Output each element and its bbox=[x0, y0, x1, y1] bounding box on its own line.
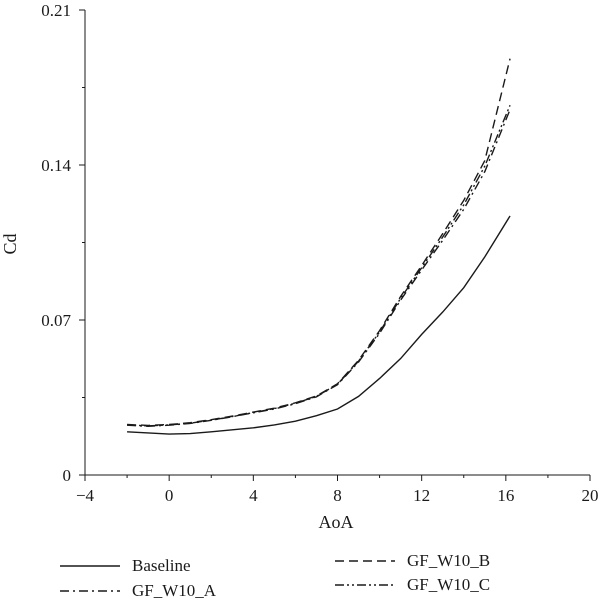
x-tick-label: 16 bbox=[497, 486, 514, 505]
y-tick-label: 0.21 bbox=[41, 1, 71, 20]
x-tick-label: 8 bbox=[333, 486, 342, 505]
y-tick-label: 0.07 bbox=[41, 311, 71, 330]
legend-label-gf-w10-c: GF_W10_C bbox=[407, 575, 490, 594]
legend: Baseline GF_W10_A GF_W10_B GF_W10_C bbox=[60, 551, 490, 600]
y-tick-label: 0.14 bbox=[41, 156, 71, 175]
series-line-gf-w10-a bbox=[127, 109, 511, 427]
series-line-gf-w10-c bbox=[127, 104, 511, 427]
x-tick-label: 12 bbox=[413, 486, 430, 505]
legend-label-gf-w10-a: GF_W10_A bbox=[132, 581, 217, 600]
x-tick-label: 4 bbox=[249, 486, 258, 505]
x-axis-title: AoA bbox=[319, 512, 354, 532]
series-line-gf-w10-b bbox=[127, 58, 511, 427]
plot-lines bbox=[127, 58, 511, 435]
x-tick-label: 0 bbox=[165, 486, 174, 505]
legend-label-gf-w10-b: GF_W10_B bbox=[407, 551, 490, 570]
x-tick-label: −4 bbox=[76, 486, 95, 505]
y-tick-label: 0 bbox=[63, 466, 72, 485]
series-line-baseline bbox=[127, 215, 511, 435]
y-axis-title: Cd bbox=[0, 233, 20, 254]
legend-label-baseline: Baseline bbox=[132, 556, 191, 575]
x-tick-label: 20 bbox=[582, 486, 599, 505]
